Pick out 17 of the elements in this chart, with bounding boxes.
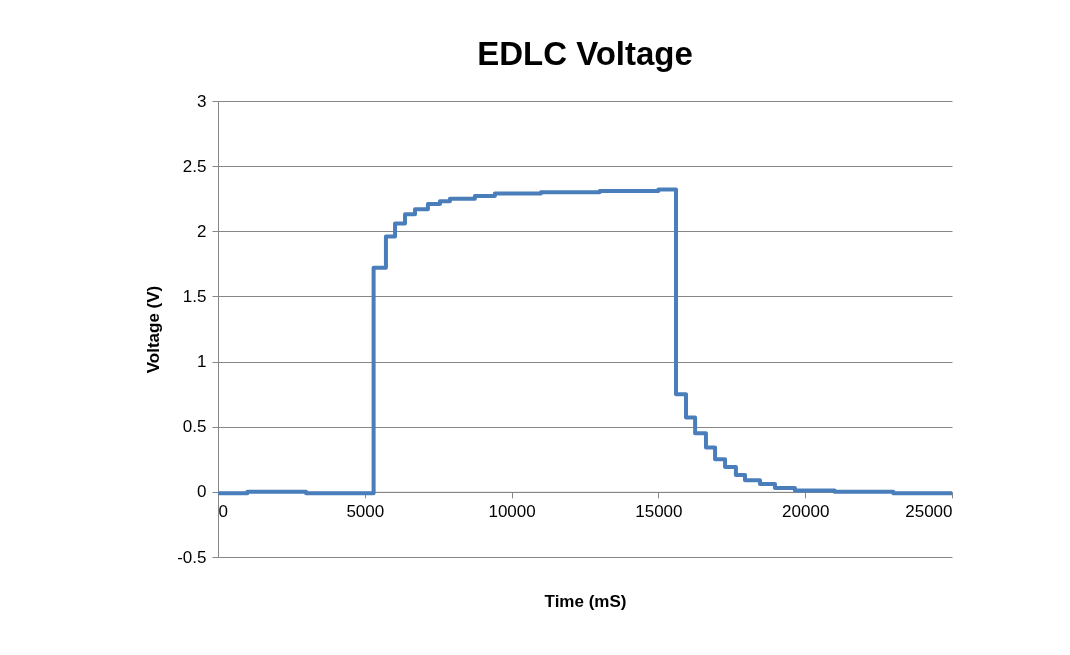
x-tick-label: 5000 [346,502,385,522]
y-axis-title: Voltage (V) [144,285,164,374]
y-tick-label: -0.5 [177,547,207,567]
x-axis-title: Time (mS) [544,591,627,611]
y-tick-label: 0 [197,482,207,502]
x-tick-label: 25000 [905,502,953,522]
y-tick-label: 0.5 [182,417,207,437]
y-tick-label: 2 [197,221,207,241]
x-tick-label: 10000 [488,502,536,522]
chart-title: EDLC Voltage [477,35,693,72]
y-tick-label: 3 [197,91,207,111]
y-tick-label: 1.5 [182,286,207,306]
y-tick-label: 1 [197,352,207,372]
x-tick-label: 20000 [782,502,830,522]
y-tick-label: 2.5 [182,156,207,176]
x-tick-label: 15000 [635,502,683,522]
x-tick-label: 0 [218,502,228,522]
